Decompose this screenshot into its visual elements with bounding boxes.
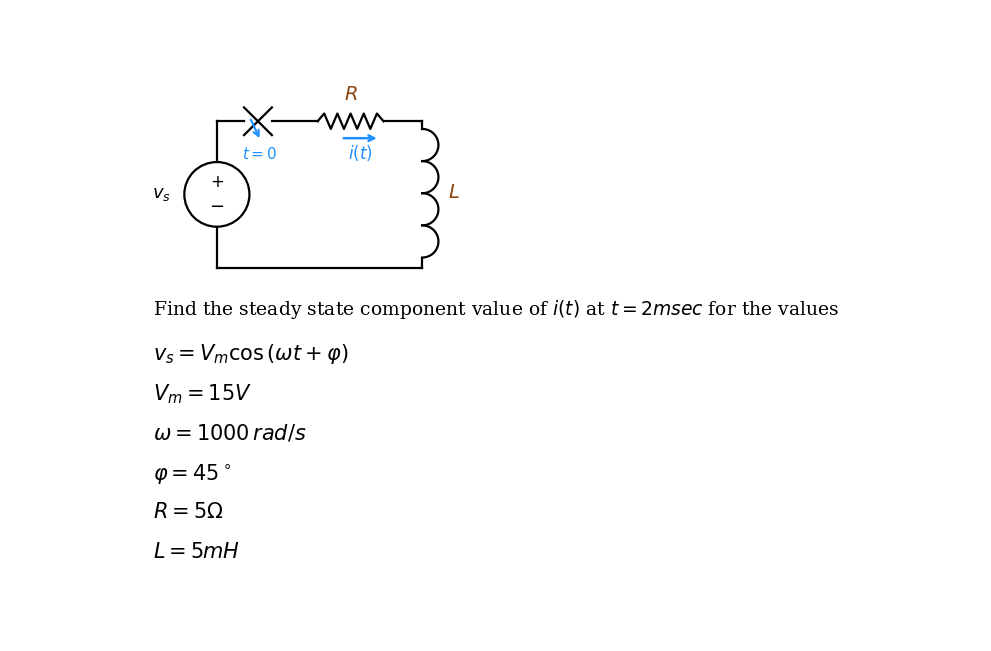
Text: $t = 0$: $t = 0$: [243, 146, 277, 162]
Text: $L$: $L$: [448, 184, 460, 202]
Text: +: +: [210, 173, 224, 191]
Text: −: −: [209, 198, 224, 215]
Text: $i(t)$: $i(t)$: [348, 143, 373, 163]
Text: $\omega = 1000\,rad/s$: $\omega = 1000\,rad/s$: [154, 422, 307, 443]
Text: Find the steady state component value of $i(t)$ at $t = 2msec$ for the values: Find the steady state component value of…: [154, 298, 839, 322]
Text: $v_s = V_m\mathrm{cos}\,(\omega t + \varphi)$: $v_s = V_m\mathrm{cos}\,(\omega t + \var…: [154, 342, 349, 367]
Text: $R$: $R$: [344, 87, 358, 104]
Text: $L = 5mH$: $L = 5mH$: [154, 542, 240, 562]
Text: $\varphi = 45^\circ$: $\varphi = 45^\circ$: [154, 462, 231, 486]
Text: $V_m = 15V$: $V_m = 15V$: [154, 382, 252, 406]
Text: $v_s$: $v_s$: [152, 186, 170, 203]
Text: $R = 5\Omega$: $R = 5\Omega$: [154, 503, 224, 522]
